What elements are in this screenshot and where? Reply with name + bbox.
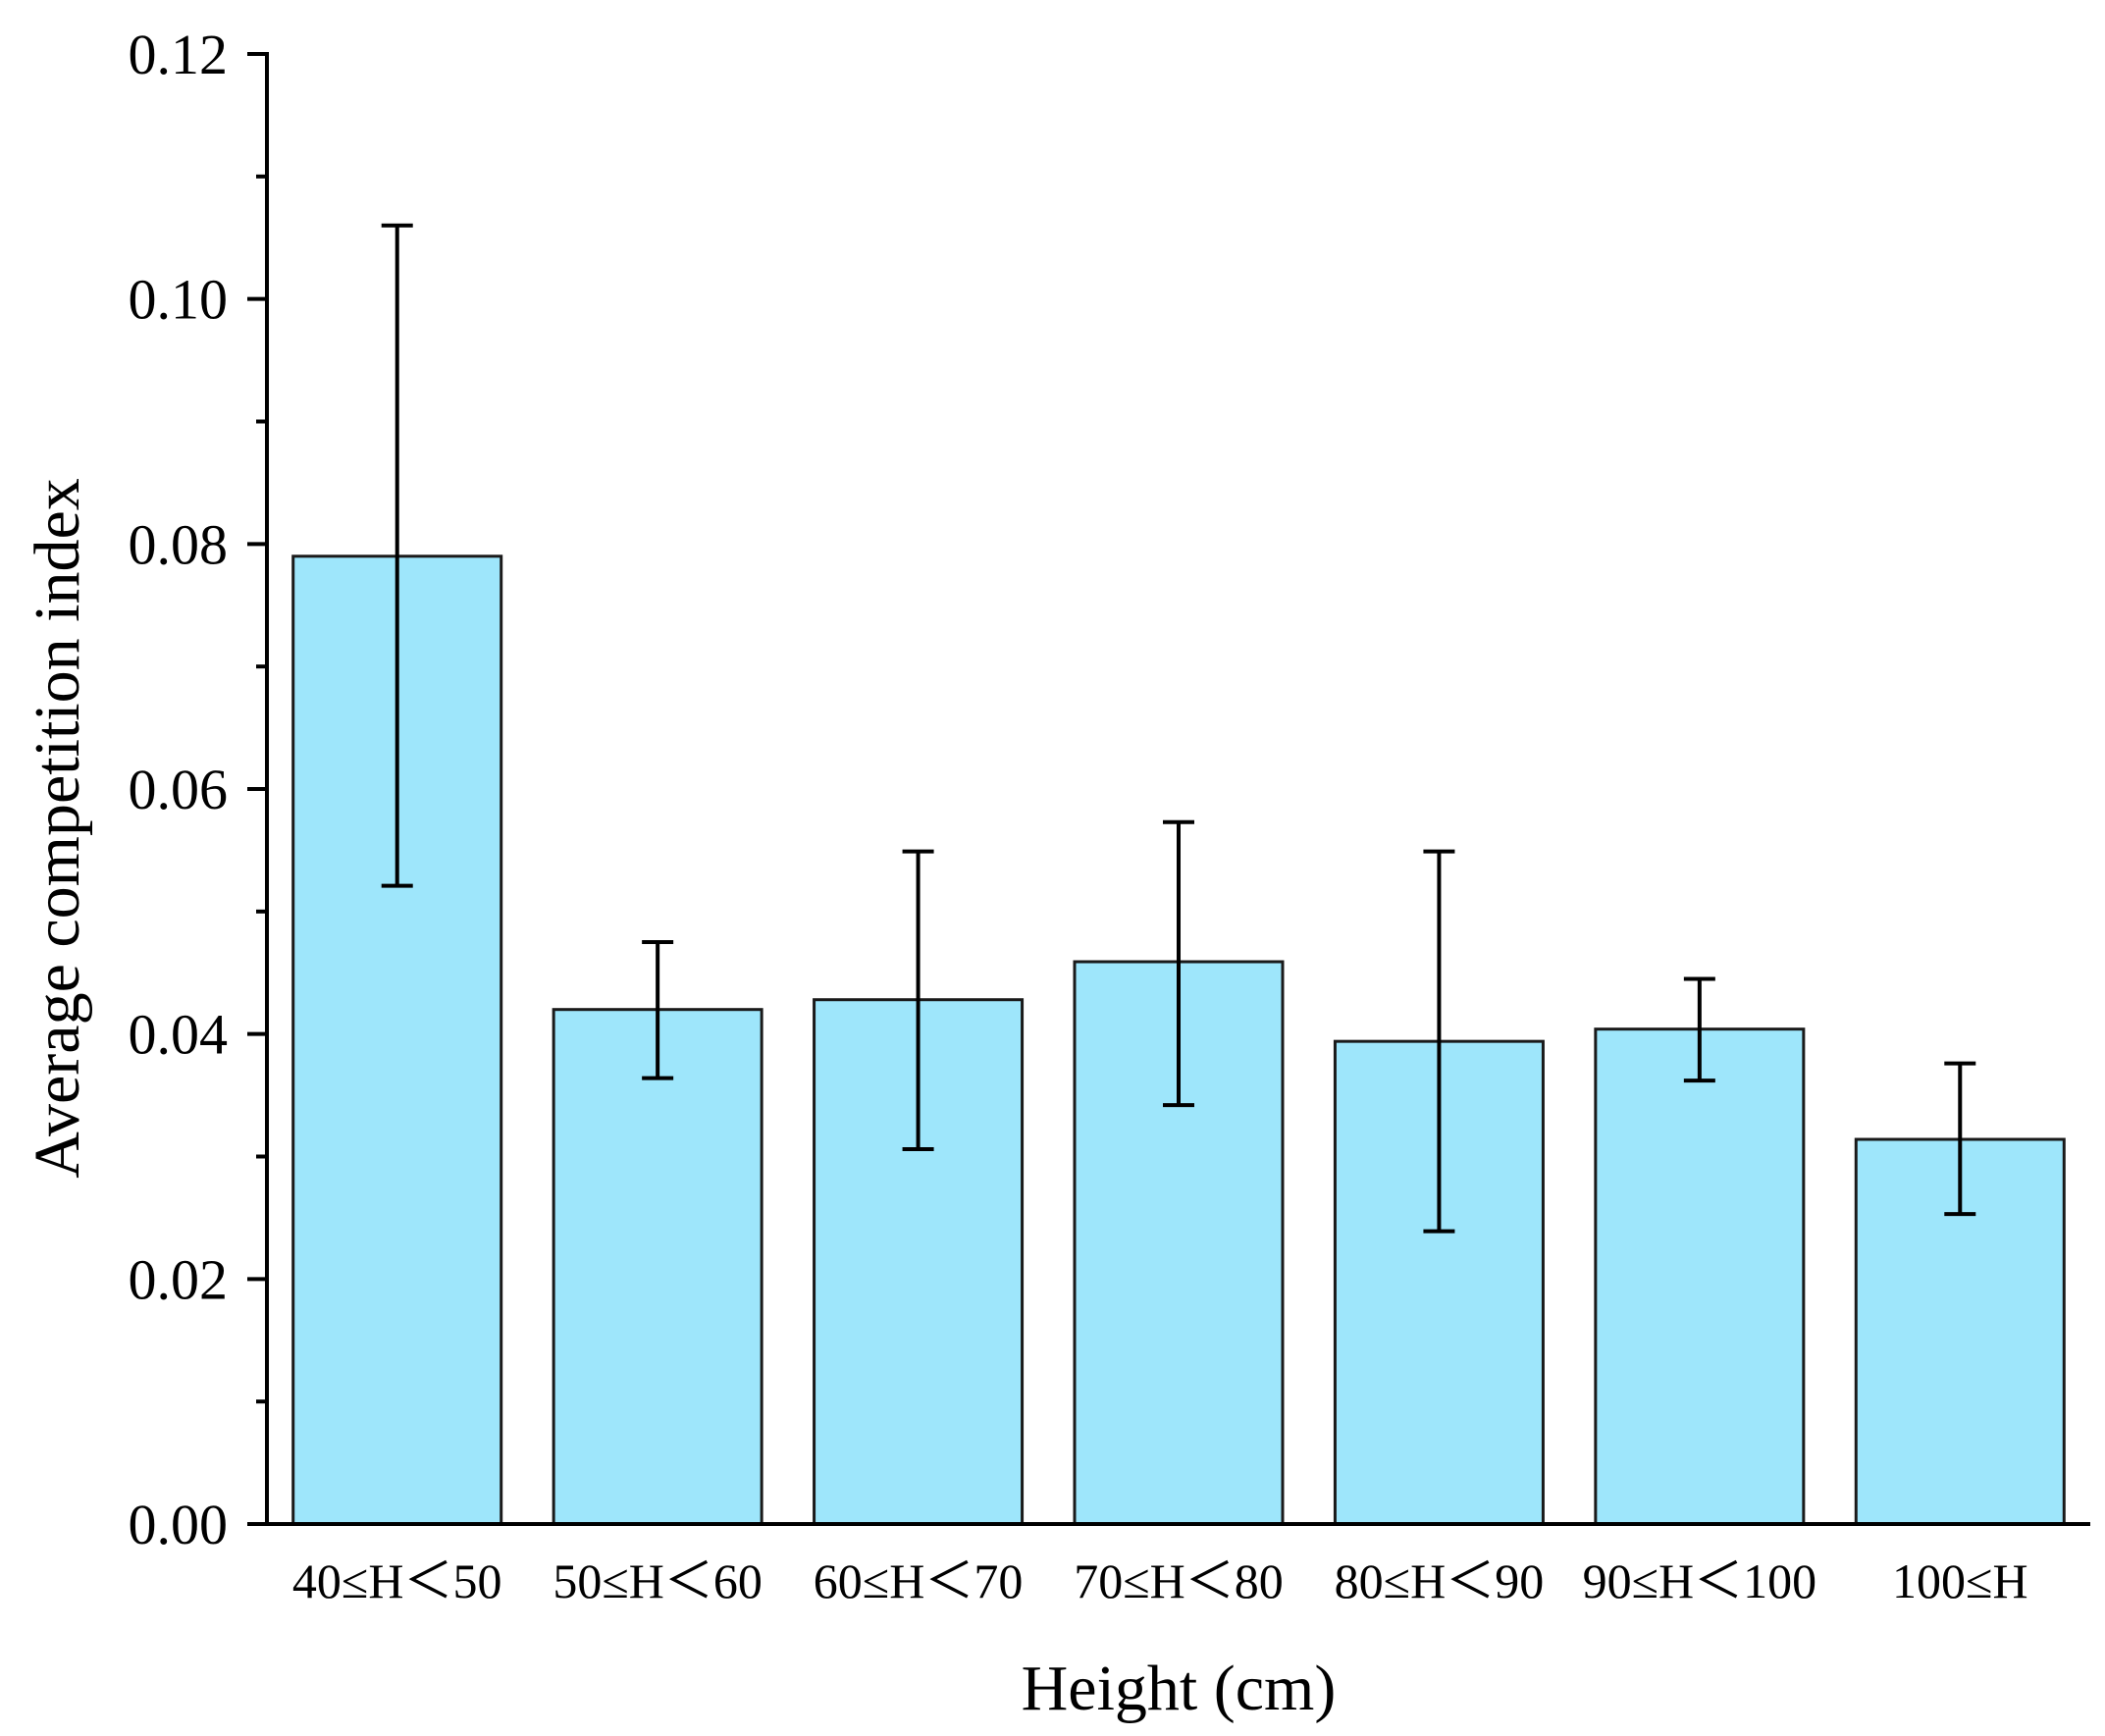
x-tick-label-4: 70≤H＜80	[1074, 1553, 1284, 1608]
y-tick-label-7: 0.12	[129, 23, 229, 86]
x-tick-label-1: 40≤H＜50	[292, 1553, 502, 1608]
y-tick-label-1: 0.00	[129, 1493, 229, 1556]
x-tick-label-7: 100≤H	[1892, 1553, 2028, 1608]
error-bar-5	[1423, 849, 1455, 1234]
y-tick-label-6: 0.10	[129, 268, 229, 332]
x-tick-label-2: 50≤H＜60	[553, 1553, 763, 1608]
bar-2	[552, 1008, 763, 1526]
bar-6	[1594, 1027, 1806, 1526]
y-tick-label-3: 0.04	[129, 1003, 229, 1067]
y-tick-label-4: 0.06	[129, 758, 229, 821]
x-tick-label-3: 60≤H＜70	[814, 1553, 1024, 1608]
y-axis-title: Average competition index	[22, 478, 93, 1179]
axes-layer	[247, 52, 2090, 1526]
error-bar-6	[1683, 976, 1715, 1083]
y-tick-label-5: 0.08	[129, 512, 229, 576]
labels-layer: 40≤H＜50 50≤H＜60 60≤H＜70 70≤H＜80 80≤H＜90 90≤H＜…	[129, 23, 2028, 1608]
error-bar-2	[642, 940, 674, 1080]
x-tick-label-5: 80≤H＜90	[1335, 1553, 1545, 1608]
error-bar-4	[1163, 819, 1194, 1108]
y-tick-label-2: 0.02	[129, 1247, 229, 1311]
error-bar-1	[381, 223, 413, 888]
error-bars-layer	[381, 223, 1976, 1234]
bars-layer	[291, 554, 2066, 1526]
error-bar-3	[902, 849, 934, 1152]
x-axis-title: Height (cm)	[1022, 1653, 1337, 1724]
x-tick-label-6: 90≤H＜100	[1583, 1553, 1817, 1608]
error-bar-7	[1944, 1061, 1976, 1217]
